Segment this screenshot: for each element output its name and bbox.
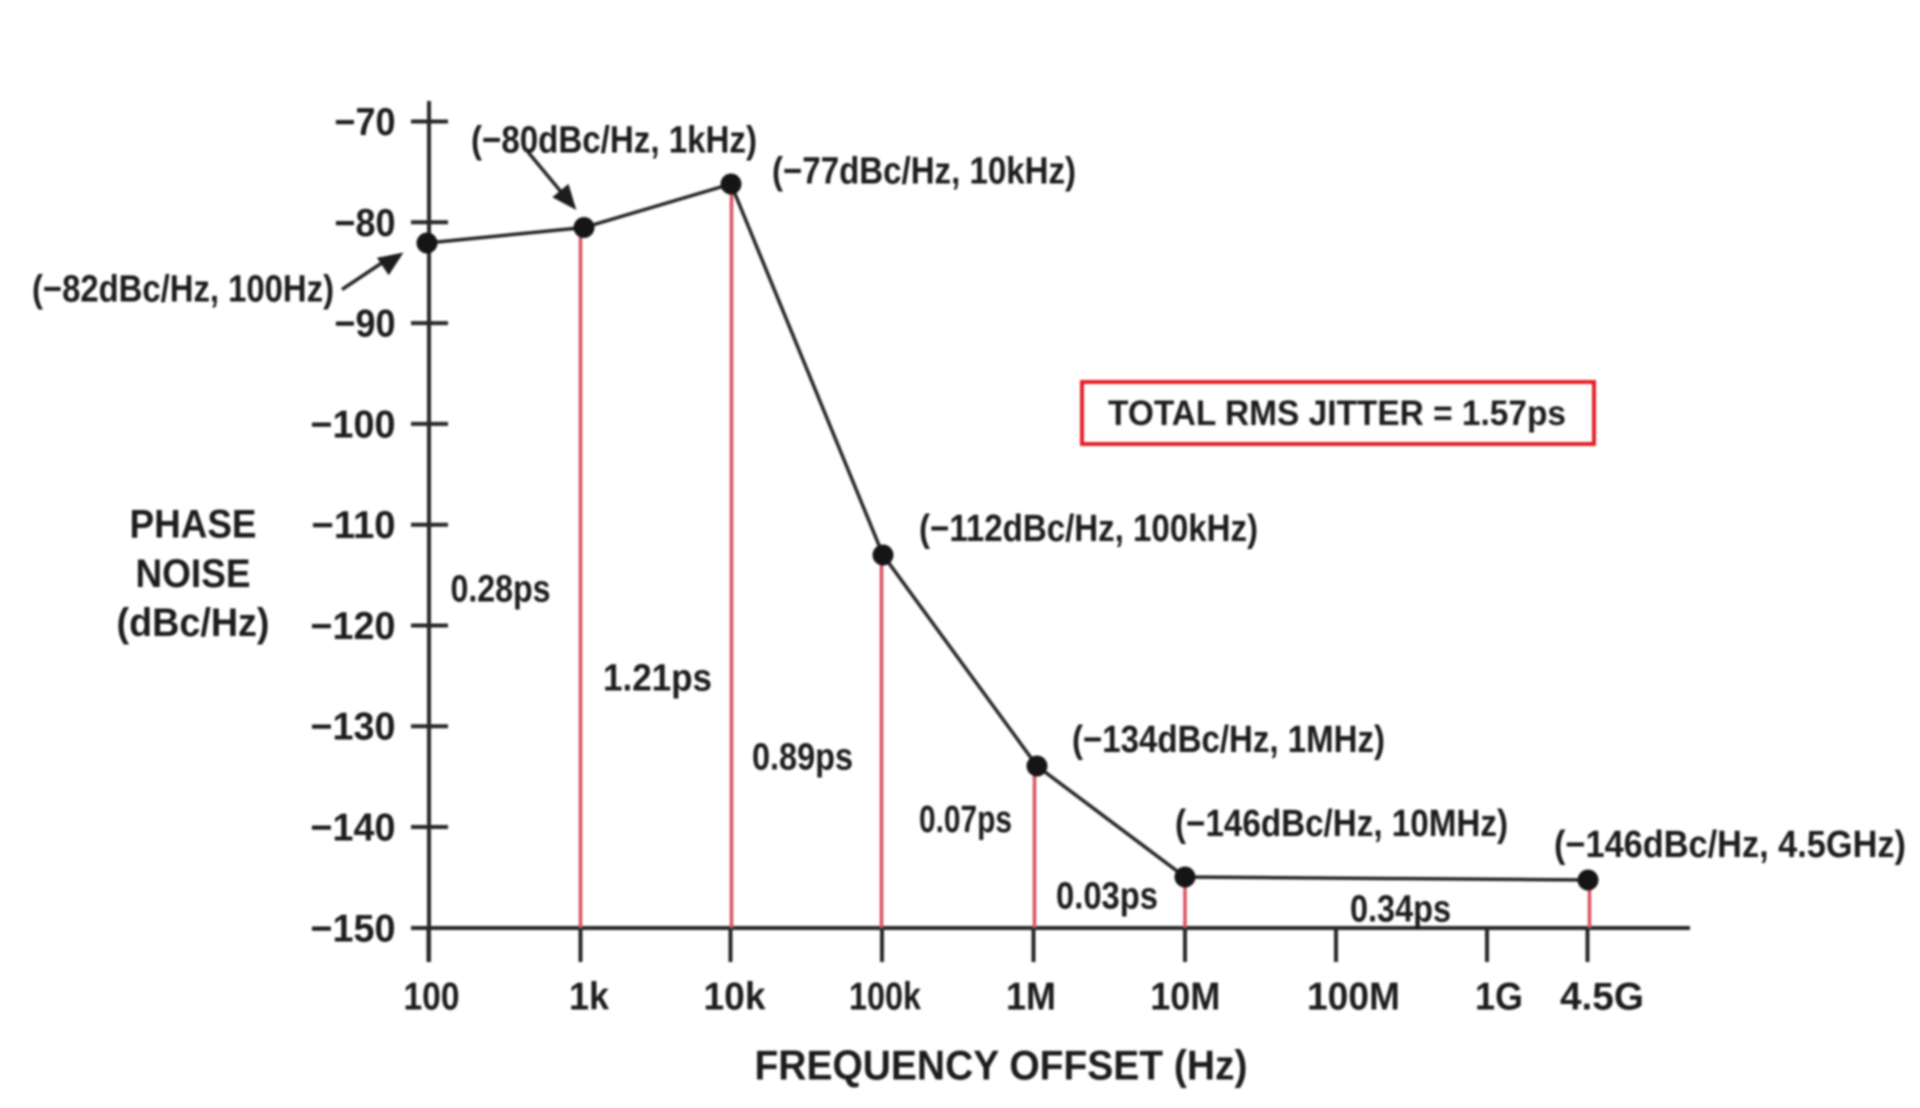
svg-text:1k: 1k bbox=[569, 976, 609, 1019]
svg-text:−80: −80 bbox=[335, 202, 396, 245]
svg-text:0.07ps: 0.07ps bbox=[919, 799, 1012, 841]
svg-text:−70: −70 bbox=[335, 101, 396, 144]
svg-text:1G: 1G bbox=[1475, 976, 1523, 1019]
svg-text:10M: 10M bbox=[1150, 976, 1220, 1019]
svg-text:(−80dBc/Hz, 1kHz): (−80dBc/Hz, 1kHz) bbox=[471, 120, 757, 162]
svg-text:(−146dBc/Hz, 4.5GHz): (−146dBc/Hz, 4.5GHz) bbox=[1554, 824, 1906, 866]
svg-text:(−112dBc/Hz, 100kHz): (−112dBc/Hz, 100kHz) bbox=[919, 508, 1258, 550]
svg-text:−120: −120 bbox=[311, 605, 396, 648]
svg-text:1M: 1M bbox=[1006, 976, 1056, 1019]
svg-text:1.21ps: 1.21ps bbox=[603, 658, 712, 700]
svg-text:PHASE: PHASE bbox=[130, 503, 257, 547]
svg-text:−130: −130 bbox=[311, 706, 396, 749]
svg-text:(−77dBc/Hz, 10kHz): (−77dBc/Hz, 10kHz) bbox=[772, 151, 1076, 193]
svg-text:−150: −150 bbox=[311, 907, 396, 950]
svg-text:−140: −140 bbox=[311, 807, 396, 850]
svg-text:100: 100 bbox=[404, 976, 460, 1019]
svg-text:−90: −90 bbox=[335, 303, 396, 346]
svg-text:(−134dBc/Hz, 1MHz): (−134dBc/Hz, 1MHz) bbox=[1072, 719, 1385, 761]
svg-text:0.28ps: 0.28ps bbox=[451, 569, 551, 611]
svg-text:(−146dBc/Hz, 10MHz): (−146dBc/Hz, 10MHz) bbox=[1175, 803, 1508, 845]
svg-text:100M: 100M bbox=[1307, 976, 1400, 1019]
svg-text:(dBc/Hz): (dBc/Hz) bbox=[117, 601, 270, 645]
svg-text:−100: −100 bbox=[311, 403, 396, 446]
svg-text:TOTAL RMS JITTER = 1.57ps: TOTAL RMS JITTER = 1.57ps bbox=[1108, 394, 1566, 433]
svg-text:0.34ps: 0.34ps bbox=[1350, 889, 1451, 931]
svg-text:4.5G: 4.5G bbox=[1560, 976, 1644, 1019]
svg-text:−110: −110 bbox=[312, 504, 396, 547]
svg-text:FREQUENCY OFFSET (Hz): FREQUENCY OFFSET (Hz) bbox=[755, 1042, 1248, 1089]
svg-text:100k: 100k bbox=[849, 976, 921, 1019]
svg-text:10k: 10k bbox=[704, 976, 766, 1019]
svg-text:(−82dBc/Hz, 100Hz): (−82dBc/Hz, 100Hz) bbox=[32, 269, 334, 311]
svg-text:NOISE: NOISE bbox=[136, 552, 251, 596]
svg-text:0.89ps: 0.89ps bbox=[752, 737, 853, 779]
svg-text:0.03ps: 0.03ps bbox=[1056, 876, 1158, 918]
